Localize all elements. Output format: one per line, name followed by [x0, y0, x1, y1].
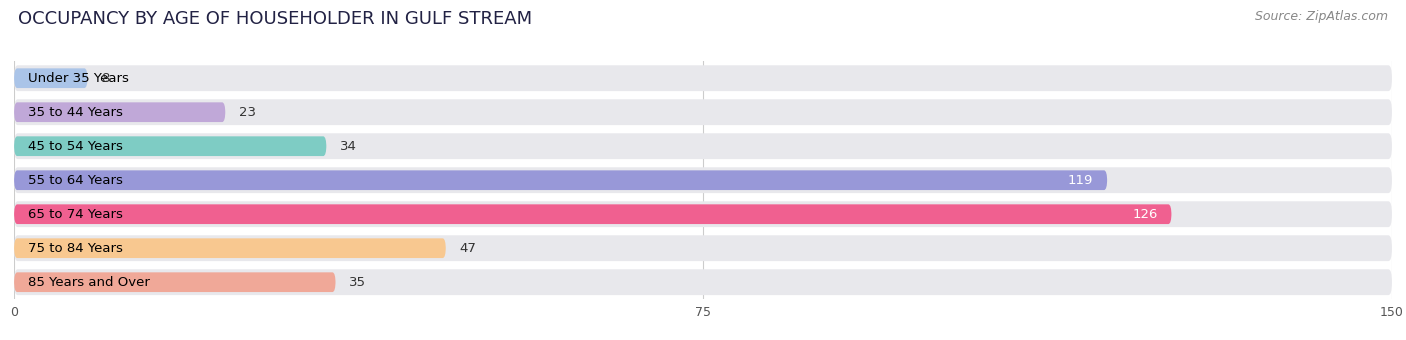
Text: 23: 23 — [239, 106, 256, 119]
FancyBboxPatch shape — [14, 102, 225, 122]
FancyBboxPatch shape — [14, 272, 336, 292]
Text: 47: 47 — [460, 242, 477, 255]
Text: Under 35 Years: Under 35 Years — [28, 72, 129, 85]
FancyBboxPatch shape — [14, 136, 326, 156]
Text: 126: 126 — [1132, 208, 1157, 221]
FancyBboxPatch shape — [14, 99, 1392, 125]
Text: 35 to 44 Years: 35 to 44 Years — [28, 106, 122, 119]
Text: OCCUPANCY BY AGE OF HOUSEHOLDER IN GULF STREAM: OCCUPANCY BY AGE OF HOUSEHOLDER IN GULF … — [18, 10, 533, 28]
Text: 55 to 64 Years: 55 to 64 Years — [28, 174, 122, 187]
Text: 8: 8 — [101, 72, 110, 85]
FancyBboxPatch shape — [14, 238, 446, 258]
FancyBboxPatch shape — [14, 170, 1107, 190]
FancyBboxPatch shape — [14, 65, 1392, 91]
FancyBboxPatch shape — [14, 204, 1171, 224]
FancyBboxPatch shape — [14, 68, 87, 88]
Text: 65 to 74 Years: 65 to 74 Years — [28, 208, 122, 221]
FancyBboxPatch shape — [14, 167, 1392, 193]
Text: 34: 34 — [340, 140, 357, 153]
FancyBboxPatch shape — [14, 235, 1392, 261]
Text: 119: 119 — [1069, 174, 1094, 187]
Text: 45 to 54 Years: 45 to 54 Years — [28, 140, 122, 153]
Text: Source: ZipAtlas.com: Source: ZipAtlas.com — [1254, 10, 1388, 23]
Text: 75 to 84 Years: 75 to 84 Years — [28, 242, 122, 255]
FancyBboxPatch shape — [14, 201, 1392, 227]
Text: 35: 35 — [349, 276, 367, 289]
FancyBboxPatch shape — [14, 269, 1392, 295]
FancyBboxPatch shape — [14, 133, 1392, 159]
Text: 85 Years and Over: 85 Years and Over — [28, 276, 149, 289]
